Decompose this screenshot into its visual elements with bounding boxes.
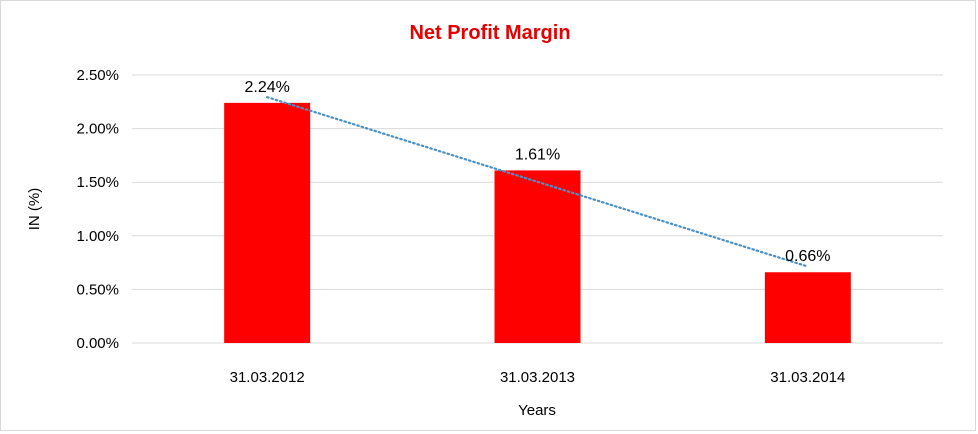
y-tick-label: 0.50%: [76, 281, 119, 298]
bars: [224, 102, 851, 343]
trendline: [266, 96, 809, 268]
x-tick-label: 31.03.2014: [770, 369, 845, 386]
y-tick-label: 2.50%: [76, 67, 119, 84]
trendline-group: [266, 96, 809, 268]
y-tick-label: 1.50%: [76, 174, 119, 191]
bar: [224, 102, 311, 343]
y-tick-label: 2.00%: [76, 121, 119, 138]
bar: [764, 272, 851, 343]
data-labels: 2.24% 1.61% 0.66%: [244, 79, 830, 265]
y-tick-label: 0.00%: [76, 335, 119, 352]
y-axis-ticks: 0.00% 0.50% 1.00% 1.50% 2.00% 2.50%: [76, 67, 119, 352]
x-tick-label: 31.03.2012: [230, 369, 305, 386]
data-label: 0.66%: [785, 248, 830, 265]
x-tick-label: 31.03.2013: [500, 369, 575, 386]
y-axis-title: IN (%): [26, 188, 43, 231]
data-label: 1.61%: [515, 146, 560, 163]
chart-title: Net Profit Margin: [409, 22, 570, 44]
x-axis-title: Years: [518, 402, 556, 419]
y-tick-label: 1.00%: [76, 228, 119, 245]
bar: [494, 170, 581, 343]
x-axis-ticks: 31.03.2012 31.03.2013 31.03.2014: [230, 369, 846, 386]
data-label: 2.24%: [244, 79, 289, 96]
